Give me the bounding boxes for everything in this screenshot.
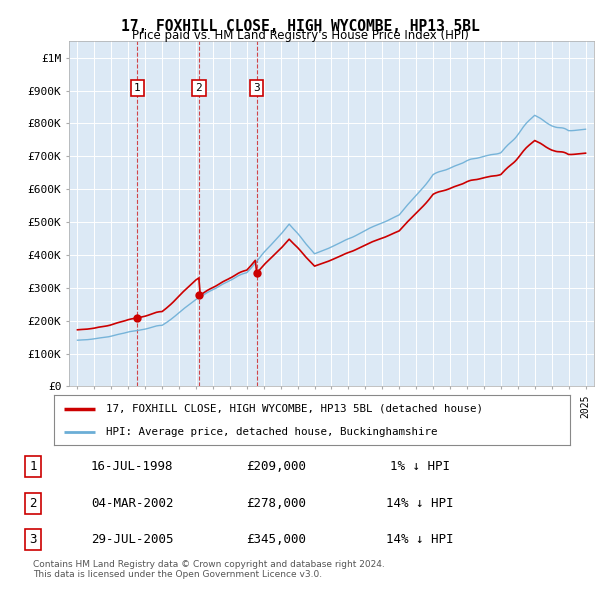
- Text: 17, FOXHILL CLOSE, HIGH WYCOMBE, HP13 5BL (detached house): 17, FOXHILL CLOSE, HIGH WYCOMBE, HP13 5B…: [106, 404, 482, 414]
- Text: 3: 3: [29, 533, 37, 546]
- Text: 1: 1: [29, 460, 37, 473]
- Text: £278,000: £278,000: [246, 497, 306, 510]
- Text: 29-JUL-2005: 29-JUL-2005: [91, 533, 173, 546]
- Text: 16-JUL-1998: 16-JUL-1998: [91, 460, 173, 473]
- Text: Price paid vs. HM Land Registry's House Price Index (HPI): Price paid vs. HM Land Registry's House …: [131, 30, 469, 42]
- Text: 17, FOXHILL CLOSE, HIGH WYCOMBE, HP13 5BL: 17, FOXHILL CLOSE, HIGH WYCOMBE, HP13 5B…: [121, 19, 479, 34]
- Text: 04-MAR-2002: 04-MAR-2002: [91, 497, 173, 510]
- Text: Contains HM Land Registry data © Crown copyright and database right 2024.
This d: Contains HM Land Registry data © Crown c…: [33, 560, 385, 579]
- Text: HPI: Average price, detached house, Buckinghamshire: HPI: Average price, detached house, Buck…: [106, 427, 437, 437]
- Text: 14% ↓ HPI: 14% ↓ HPI: [386, 533, 454, 546]
- Text: 1: 1: [134, 83, 141, 93]
- Text: £345,000: £345,000: [246, 533, 306, 546]
- Text: 3: 3: [253, 83, 260, 93]
- Text: 2: 2: [29, 497, 37, 510]
- Text: 1% ↓ HPI: 1% ↓ HPI: [390, 460, 450, 473]
- Text: 2: 2: [196, 83, 202, 93]
- Text: 14% ↓ HPI: 14% ↓ HPI: [386, 497, 454, 510]
- Text: £209,000: £209,000: [246, 460, 306, 473]
